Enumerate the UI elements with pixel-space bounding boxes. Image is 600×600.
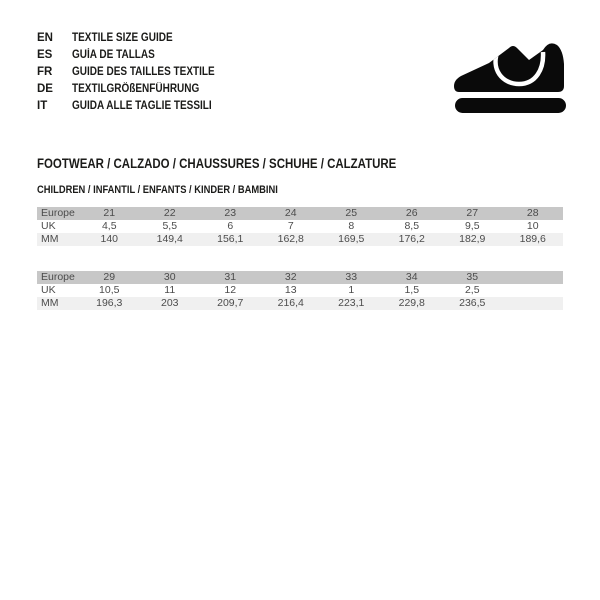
size-cell: 25 (321, 207, 382, 220)
language-row: EN TEXTILE SIZE GUIDE (37, 30, 236, 47)
size-cell: 33 (321, 271, 382, 284)
row-label-cell: UK (37, 284, 79, 297)
size-cell: 236,5 (442, 297, 503, 310)
table-row-europe: Europe 21 22 23 24 25 26 27 28 (37, 207, 563, 220)
size-cell: 2,5 (442, 284, 503, 297)
table-row-mm: MM 196,3 203 209,7 216,4 223,1 229,8 236… (37, 297, 563, 310)
size-cell: 169,5 (321, 233, 382, 246)
section-title: FOOTWEAR / CALZADO / CHAUSSURES / SCHUHE… (37, 156, 460, 172)
row-label-cell: MM (37, 233, 79, 246)
size-cell: 31 (200, 271, 261, 284)
language-code: EN (37, 32, 53, 44)
size-cell: 216,4 (260, 297, 321, 310)
size-cell: 10,5 (79, 284, 140, 297)
section-title-text: FOOTWEAR / CALZADO / CHAUSSURES / SCHUHE… (37, 156, 397, 171)
size-cell: 1,5 (381, 284, 442, 297)
row-label-cell: Europe (37, 207, 79, 220)
table-row-mm: MM 140 149,4 156,1 162,8 169,5 176,2 182… (37, 233, 563, 246)
subsection-title: CHILDREN / INFANTIL / ENFANTS / KINDER /… (37, 184, 320, 197)
size-cell: 156,1 (200, 233, 261, 246)
size-cell: 196,3 (79, 297, 140, 310)
shoe-sole-shape (455, 98, 566, 113)
table-row-uk: UK 4,5 5,5 6 7 8 8,5 9,5 10 (37, 220, 563, 233)
shoe-upper-shape (454, 43, 564, 92)
language-code: FR (37, 66, 53, 78)
size-cell: 24 (260, 207, 321, 220)
language-label: GUIDE DES TAILLES TEXTILE (72, 66, 215, 78)
subsection-title-text: CHILDREN / INFANTIL / ENFANTS / KINDER /… (37, 184, 278, 196)
size-cell: 26 (381, 207, 442, 220)
size-cell: 21 (79, 207, 140, 220)
size-cell: 35 (442, 271, 503, 284)
baby-shoe-icon (454, 43, 566, 113)
size-cell: 5,5 (139, 220, 200, 233)
size-cell: 29 (79, 271, 140, 284)
size-cell: 22 (139, 207, 200, 220)
size-cell: 209,7 (200, 297, 261, 310)
size-cell (502, 271, 563, 284)
language-label: GUÍA DE TALLAS (72, 49, 155, 61)
size-cell: 7 (260, 220, 321, 233)
language-row: FR GUIDE DES TAILLES TEXTILE (37, 64, 236, 81)
size-cell: 34 (381, 271, 442, 284)
size-cell: 9,5 (442, 220, 503, 233)
language-row: ES GUÍA DE TALLAS (37, 47, 236, 64)
size-cell: 6 (200, 220, 261, 233)
size-cell: 8,5 (381, 220, 442, 233)
shoe-strap-outline (493, 49, 546, 87)
table-row-uk: UK 10,5 11 12 13 1 1,5 2,5 (37, 284, 563, 297)
language-label: TEXTILGRÖßENFÜHRUNG (72, 83, 200, 95)
size-cell: 140 (79, 233, 140, 246)
size-cell: 149,4 (139, 233, 200, 246)
size-cell: 229,8 (381, 297, 442, 310)
language-label: GUIDA ALLE TAGLIE TESSILI (72, 100, 212, 112)
size-cell: 176,2 (381, 233, 442, 246)
language-label: TEXTILE SIZE GUIDE (72, 32, 173, 44)
language-row: IT GUIDA ALLE TAGLIE TESSILI (37, 98, 236, 115)
language-code: DE (37, 83, 53, 95)
size-cell: 1 (321, 284, 382, 297)
size-cell: 162,8 (260, 233, 321, 246)
size-cell: 28 (502, 207, 563, 220)
size-table-children-21-28: Europe 21 22 23 24 25 26 27 28 UK 4,5 5,… (37, 207, 563, 246)
row-label-cell: MM (37, 297, 79, 310)
size-cell (502, 284, 563, 297)
size-cell: 27 (442, 207, 503, 220)
size-cell: 12 (200, 284, 261, 297)
size-cell: 4,5 (79, 220, 140, 233)
row-label-cell: Europe (37, 271, 79, 284)
size-cell: 10 (502, 220, 563, 233)
language-code: IT (37, 100, 48, 112)
size-cell: 23 (200, 207, 261, 220)
size-table-children-29-35: Europe 29 30 31 32 33 34 35 UK 10,5 11 1… (37, 271, 563, 310)
size-cell: 189,6 (502, 233, 563, 246)
size-cell (502, 297, 563, 310)
size-cell: 203 (139, 297, 200, 310)
size-cell: 182,9 (442, 233, 503, 246)
size-cell: 223,1 (321, 297, 382, 310)
language-code: ES (37, 49, 53, 61)
size-cell: 30 (139, 271, 200, 284)
size-cell: 8 (321, 220, 382, 233)
language-row: DE TEXTILGRÖßENFÜHRUNG (37, 81, 236, 98)
size-cell: 13 (260, 284, 321, 297)
size-cell: 11 (139, 284, 200, 297)
table-row-europe: Europe 29 30 31 32 33 34 35 (37, 271, 563, 284)
language-list: EN TEXTILE SIZE GUIDE ES GUÍA DE TALLAS … (37, 30, 236, 115)
row-label-cell: UK (37, 220, 79, 233)
size-cell: 32 (260, 271, 321, 284)
